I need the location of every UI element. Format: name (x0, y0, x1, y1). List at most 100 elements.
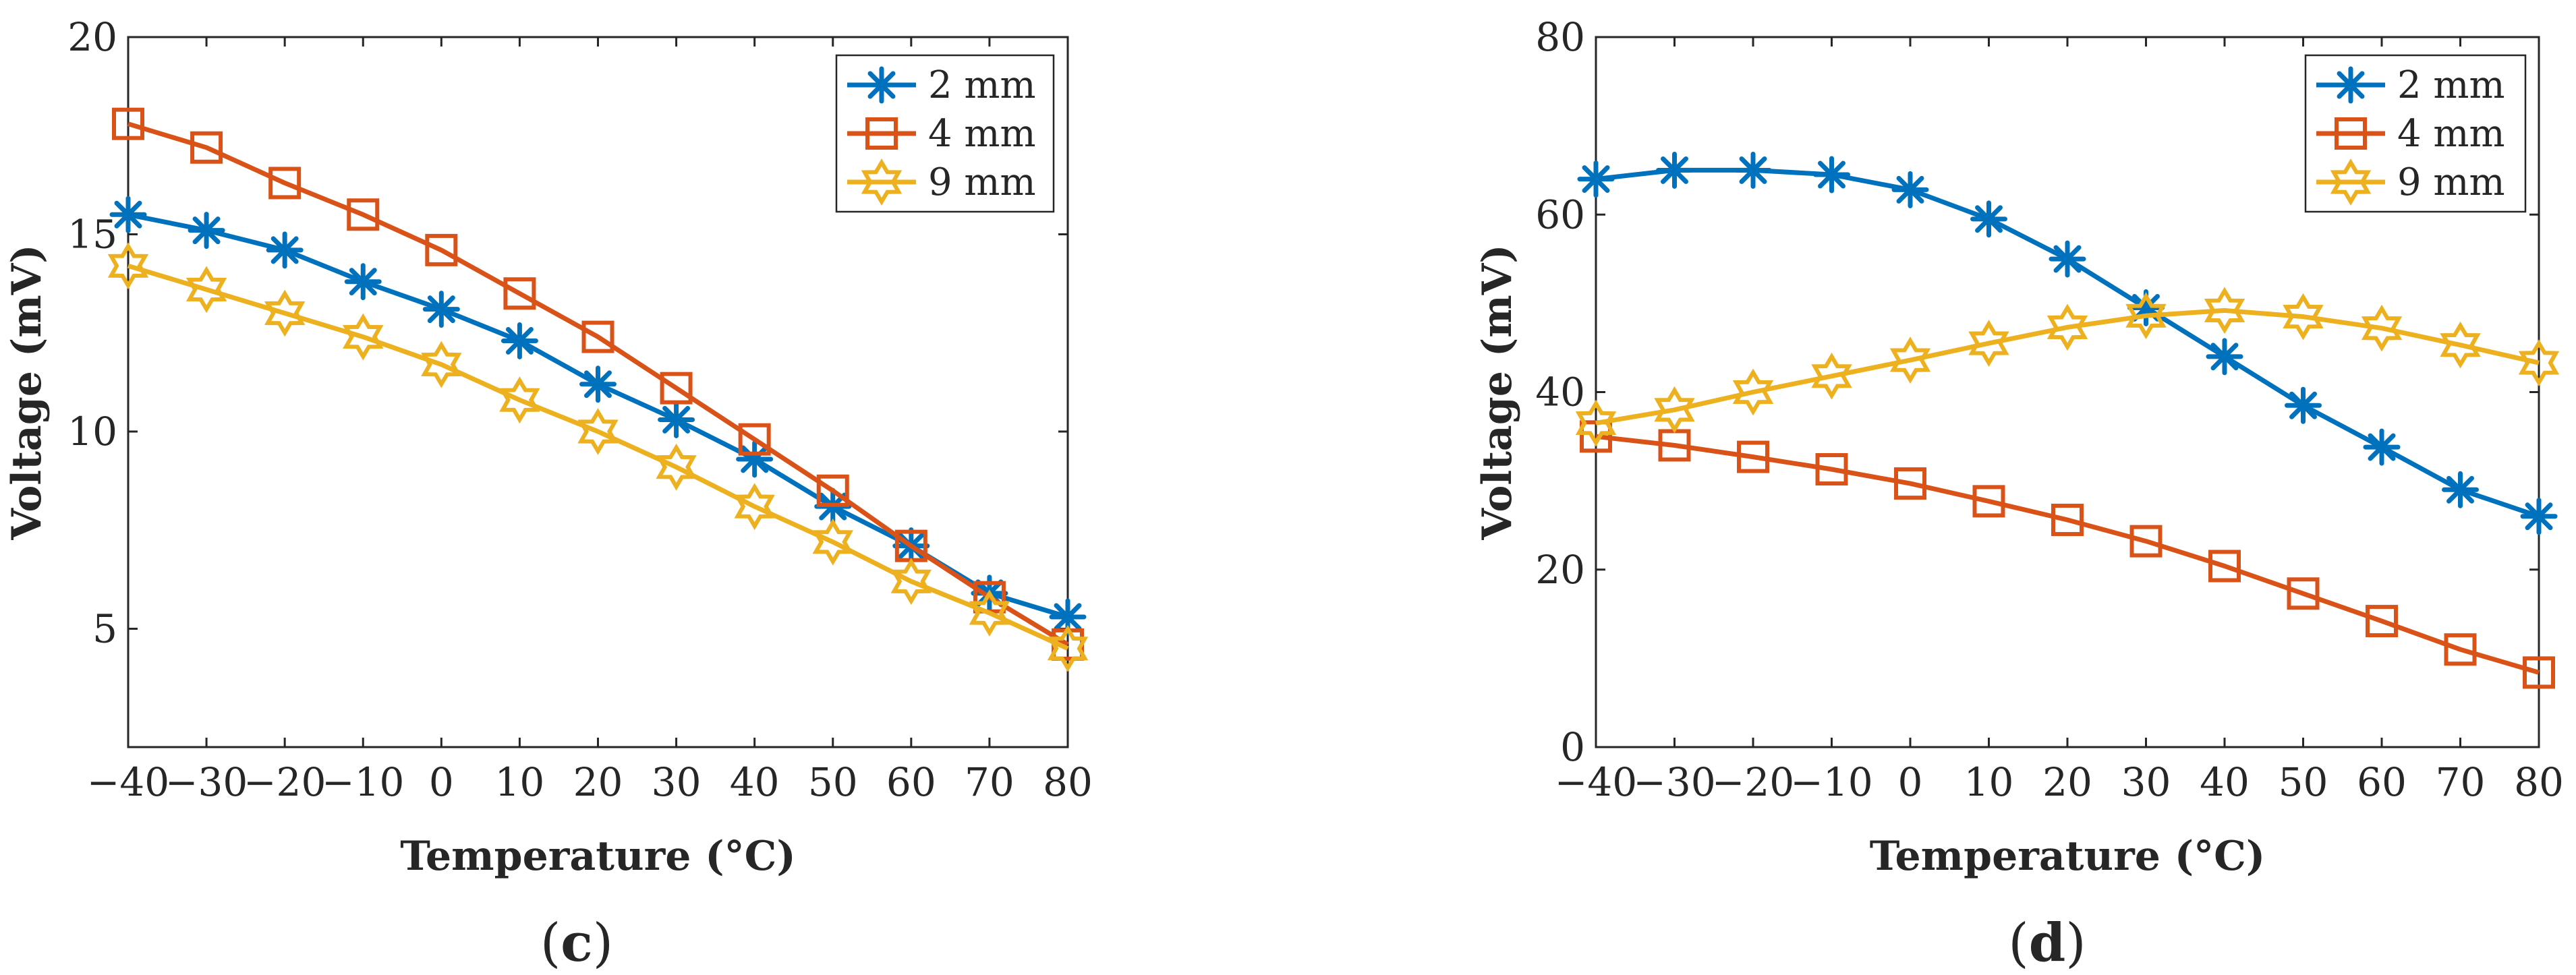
data-point (344, 263, 382, 301)
data-point (2208, 550, 2241, 583)
panel-c-chart: −40−30−20−10 0 10 20 30 40 50 60 70 80 5 10 15 20 Temp… (3, 14, 1093, 974)
data-point (264, 289, 306, 337)
data-point (2125, 292, 2167, 340)
panel-label-letter: c (561, 912, 593, 974)
data-point (1654, 386, 1695, 434)
x-tick-label: 60 (886, 759, 936, 805)
legend-label: 2 mm (928, 63, 1036, 107)
data-point (347, 198, 380, 231)
legend-marker (865, 117, 898, 150)
data-point (1732, 368, 1774, 416)
x-tick-label: 20 (573, 759, 623, 805)
series-line (127, 121, 1069, 647)
series-2-mm (1577, 151, 2558, 535)
data-point (1047, 624, 1089, 672)
x-tick-label: −40 (87, 759, 169, 805)
data-point (816, 474, 849, 507)
series-4-mm (1580, 420, 2555, 689)
data-point (2049, 240, 2086, 278)
data-point (422, 291, 460, 328)
x-tick-label: 80 (1043, 759, 1093, 805)
data-point (268, 167, 302, 200)
series-line (1595, 434, 2540, 675)
data-point (1737, 440, 1769, 473)
x-tick-label: 0 (429, 759, 454, 805)
data-point (421, 341, 462, 388)
data-point (342, 313, 384, 361)
x-tick-label: −40 (1555, 759, 1637, 805)
data-point (812, 518, 853, 566)
x-tick-label: 20 (2042, 759, 2092, 805)
data-point (2283, 293, 2324, 341)
legend: 2 mm 4 mm9 mm (2304, 54, 2527, 213)
data-point (2363, 428, 2401, 466)
y-axis-label: Voltage (mV) (3, 244, 51, 540)
y-tick-label: 0 (1560, 724, 1585, 770)
data-point (2285, 386, 2322, 424)
x-tick-label: −20 (244, 759, 326, 805)
legend-label: 9 mm (2397, 160, 2505, 204)
data-point (1656, 151, 1693, 189)
data-point (112, 107, 144, 140)
x-tick-label: 10 (1964, 759, 2014, 805)
data-point (658, 401, 695, 438)
data-point (1811, 352, 1852, 400)
data-point (577, 408, 619, 455)
data-point (107, 242, 149, 290)
data-point (185, 266, 227, 314)
x-tick-label: 0 (1898, 759, 1923, 805)
data-point (2518, 339, 2560, 386)
legend-entry: 2 mm (2316, 63, 2505, 107)
legend-marker (861, 158, 903, 206)
data-point (660, 372, 693, 405)
x-tick-label: 10 (495, 759, 545, 805)
x-axis-label: Temperature (°C) (1870, 833, 2266, 880)
y-tick-label: 20 (1535, 547, 1585, 593)
data-point (2047, 303, 2088, 351)
data-point (1894, 467, 1926, 500)
legend: 2 mm 4 mm9 mm (835, 54, 1055, 213)
y-tick-label: 15 (67, 212, 117, 258)
data-point (2520, 498, 2558, 535)
series-line (1595, 307, 2540, 426)
data-point (1970, 200, 2007, 238)
panel-label: (c) (540, 912, 613, 974)
data-point (2287, 577, 2320, 610)
y-tick-label: 60 (1535, 191, 1585, 237)
x-tick-label: 40 (730, 759, 780, 805)
x-tick-label: 50 (808, 759, 858, 805)
legend-marker (2332, 66, 2370, 104)
data-point (2366, 605, 2398, 638)
data-point (734, 483, 775, 531)
data-point (2440, 321, 2481, 369)
series-line (127, 263, 1069, 651)
y-tick-label: 10 (67, 409, 117, 454)
x-tick-label: 70 (965, 759, 1014, 805)
legend-marker (2330, 158, 2372, 206)
x-tick-label: −30 (165, 759, 248, 805)
data-point (2204, 287, 2245, 334)
panel-label-letter: d (2029, 912, 2066, 974)
data-point (2442, 471, 2479, 508)
data-point (969, 589, 1010, 637)
data-point (499, 376, 540, 424)
series-9-mm (107, 242, 1089, 672)
panel-label: (d) (2008, 912, 2086, 974)
legend-entry: 9 mm (847, 158, 1036, 206)
legend-entry: 9 mm (2316, 158, 2505, 206)
data-point (109, 196, 147, 233)
series-9-mm (1575, 287, 2560, 447)
data-point (2523, 656, 2555, 689)
legend-entry: 4 mm (2316, 112, 2505, 156)
data-point (190, 131, 223, 164)
x-tick-label: 40 (2200, 759, 2250, 805)
x-tick-label: −10 (322, 759, 404, 805)
legend-label: 2 mm (2397, 63, 2505, 107)
data-point (1577, 160, 1615, 198)
y-tick-label: 20 (67, 14, 117, 60)
series-4-mm (112, 107, 1084, 661)
data-point (1815, 453, 1848, 486)
data-point (188, 212, 225, 249)
y-tick-label: 40 (1535, 370, 1585, 415)
